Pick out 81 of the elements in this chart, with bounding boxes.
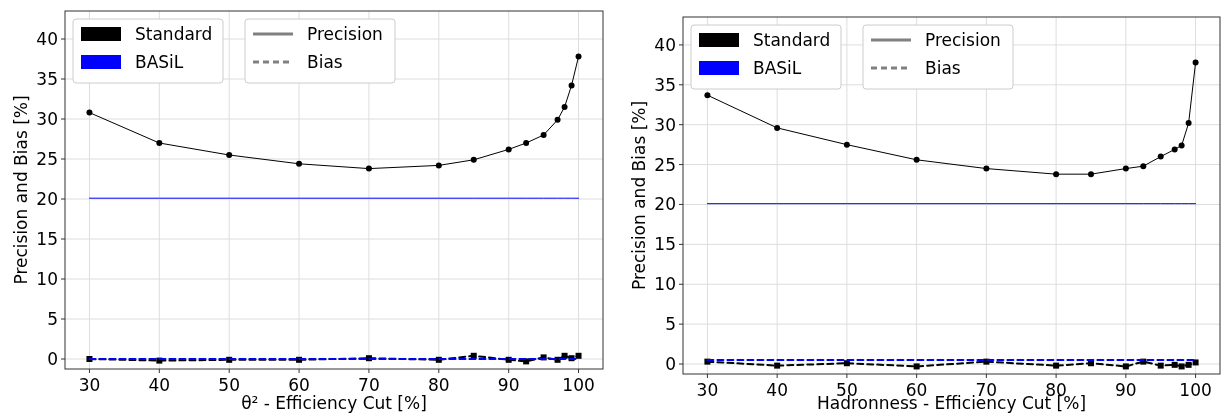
point [156,140,163,146]
x-axis-title: θ² - Efficiency Cut [%] [241,393,427,413]
x-tick-label: 90 [497,375,520,395]
legend-label: BASiL [753,58,802,78]
point [1185,361,1192,368]
point [1192,359,1199,366]
point [913,156,920,163]
point [1178,363,1185,370]
point [86,109,93,116]
point [1157,153,1164,160]
annotation: Bias [925,58,961,78]
x-tick-label: 40 [148,375,171,395]
point [1140,163,1147,170]
point [1178,142,1185,149]
point [365,165,372,172]
legend-label: Standard [135,24,213,44]
point [505,146,512,153]
y-axis-title: Precision and Bias [%] [11,95,31,285]
y-tick-label: 40 [36,29,58,49]
y-tick-label: 20 [654,194,676,215]
y-tick-label: 0 [665,354,676,375]
x-tick-label: 50 [218,375,241,395]
point [843,141,850,148]
y-tick-label: 10 [654,274,676,295]
x-tick-label: 80 [427,375,450,395]
point [1087,171,1094,178]
x-tick-label: 30 [78,375,101,395]
point [1185,120,1192,127]
point [296,160,303,167]
point [1122,363,1129,370]
point [1171,146,1178,153]
y-tick-label: 0 [47,349,58,369]
point [226,152,233,158]
y-tick-label: 30 [654,114,676,135]
y-tick-label: 20 [36,189,58,209]
x-tick-label: 70 [358,375,380,395]
y-tick-label: 15 [654,234,676,255]
y-axis-title: Precision and Bias [%] [629,100,649,291]
point [554,116,561,123]
point [774,362,781,369]
point [575,53,582,60]
point [575,352,582,359]
y-tick-label: 5 [47,309,58,329]
point [523,140,530,146]
point [913,363,920,370]
x-tick-label: 100 [562,375,595,395]
point [1122,165,1129,172]
point [983,165,990,172]
y-tick-label: 25 [36,149,58,169]
x-tick-label: 40 [766,380,788,400]
y-tick-label: 35 [36,69,58,89]
y-tick-label: 10 [36,269,58,289]
point [561,104,568,110]
point [435,162,442,169]
point [1053,171,1060,178]
x-tick-label: 100 [1179,380,1212,400]
y-tick-label: 30 [36,109,58,129]
point [1053,362,1060,369]
point [568,82,575,89]
point [540,132,547,138]
point [774,124,781,131]
y-tick-label: 15 [36,229,58,249]
point [1157,362,1164,369]
y-tick-label: 5 [665,314,676,335]
point [1192,59,1199,66]
point [470,156,477,163]
point [1171,361,1178,368]
annotation: Bias [307,52,343,72]
x-tick-label: 30 [696,380,719,400]
annotation: Precision [307,24,383,44]
annotation: Precision [925,30,1001,50]
x-tick-label: 90 [1115,380,1137,400]
y-tick-label: 40 [654,34,676,55]
x-tick-label: 60 [288,375,310,395]
y-tick-label: 25 [654,154,676,175]
x-tick-label: 70 [975,380,998,400]
legend-label: BASiL [135,52,184,72]
y-tick-label: 35 [654,74,676,95]
point [704,92,711,99]
point [843,360,850,367]
legend-label: Standard [753,30,831,50]
